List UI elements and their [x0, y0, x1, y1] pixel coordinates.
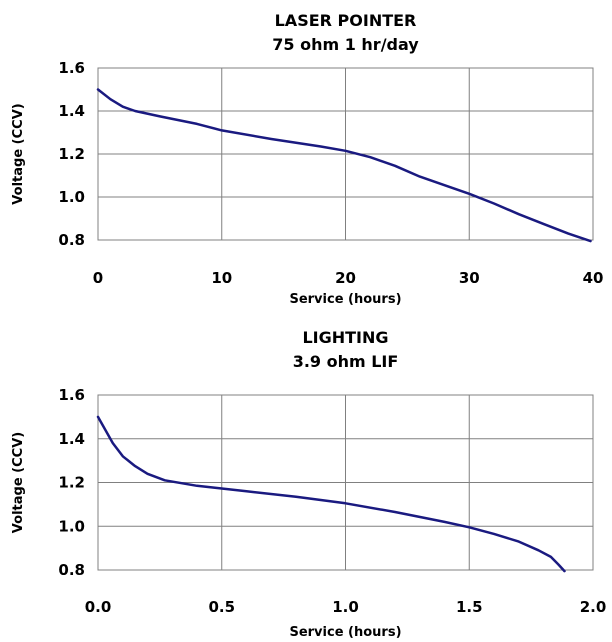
y-tick-label: 1.0 [58, 517, 85, 535]
chart-1: LASER POINTER 75 ohm 1 hr/day 0 10 20 30 40 0.8… [11, 11, 603, 307]
x-tick-label: 0.5 [208, 598, 235, 616]
y-axis-label: Voltage (CCV) [11, 432, 26, 533]
y-tick-label: 1.2 [58, 474, 85, 492]
y-tick-label: 0.8 [58, 561, 85, 579]
y-axis-label: Voltage (CCV) [11, 103, 26, 204]
series-line-voltage [96, 88, 592, 243]
chart-title: LIGHTING [302, 328, 388, 347]
y-tick-label: 1.6 [58, 386, 85, 404]
x-tick-label: 10 [211, 269, 232, 287]
series-line-voltage [96, 415, 566, 573]
chart-subtitle: 3.9 ohm LIF [293, 352, 399, 371]
chart-2: LIGHTING 3.9 ohm LIF 0.0 0.5 1.0 1.5 2.0 0.8 1.0… [11, 328, 606, 640]
chart-title: LASER POINTER [275, 11, 417, 30]
y-tick-label: 1.4 [58, 430, 85, 448]
y-tick-label: 1.2 [58, 145, 85, 163]
x-tick-label: 2.0 [580, 598, 607, 616]
y-tick-label: 1.0 [58, 188, 85, 206]
y-tick-label: 1.6 [58, 59, 85, 77]
x-axis-label: Service (hours) [289, 292, 401, 307]
plot-area-frame [97, 67, 594, 241]
x-tick-label: 0 [93, 269, 103, 287]
y-tick-label: 0.8 [58, 231, 85, 249]
y-tick-label: 1.4 [58, 102, 85, 120]
x-tick-label: 20 [335, 269, 356, 287]
chart-subtitle: 75 ohm 1 hr/day [272, 35, 419, 54]
x-tick-label: 30 [459, 269, 480, 287]
x-axis-label: Service (hours) [289, 625, 401, 640]
x-tick-label: 1.0 [332, 598, 359, 616]
x-tick-label: 40 [583, 269, 604, 287]
x-tick-label: 1.5 [456, 598, 483, 616]
plot-area-frame [97, 394, 594, 571]
x-tick-label: 0.0 [85, 598, 112, 616]
